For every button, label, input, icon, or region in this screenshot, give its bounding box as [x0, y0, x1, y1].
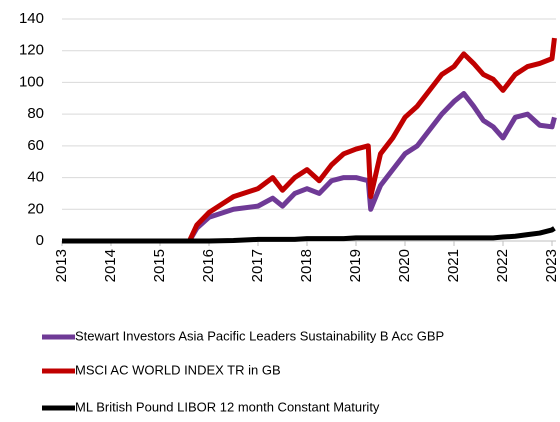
x-tick-label: 2018 — [298, 249, 315, 282]
x-tick-label: 2023 — [543, 249, 560, 282]
y-tick-label: 20 — [27, 200, 44, 217]
x-tick-label: 2019 — [347, 249, 364, 282]
series-line — [62, 91, 557, 244]
x-tick-label: 2022 — [494, 249, 511, 282]
y-tick-label: 100 — [19, 73, 44, 90]
x-tick-label: 2016 — [200, 249, 217, 282]
x-tick-label: 2020 — [396, 249, 413, 282]
x-tick-label: 2013 — [53, 249, 70, 282]
series-line — [62, 226, 556, 244]
y-tick-label: 40 — [27, 169, 44, 186]
y-tick-label: 0 — [36, 232, 44, 249]
y-tick-label: 120 — [19, 42, 44, 59]
x-tick-label: 2017 — [249, 249, 266, 282]
legend-label: Stewart Investors Asia Pacific Leaders S… — [75, 328, 444, 343]
y-tick-label: 80 — [27, 105, 44, 122]
x-tick-label: 2021 — [445, 249, 462, 282]
series-line — [62, 37, 557, 244]
legend-label: ML British Pound LIBOR 12 month Constant… — [75, 399, 380, 414]
x-tick-label: 2015 — [151, 249, 168, 282]
y-tick-label: 60 — [27, 137, 44, 154]
x-tick-label: 2014 — [102, 249, 119, 282]
y-tick-label: 140 — [19, 10, 44, 27]
legend-label: MSCI AC WORLD INDEX TR in GB — [75, 362, 281, 377]
